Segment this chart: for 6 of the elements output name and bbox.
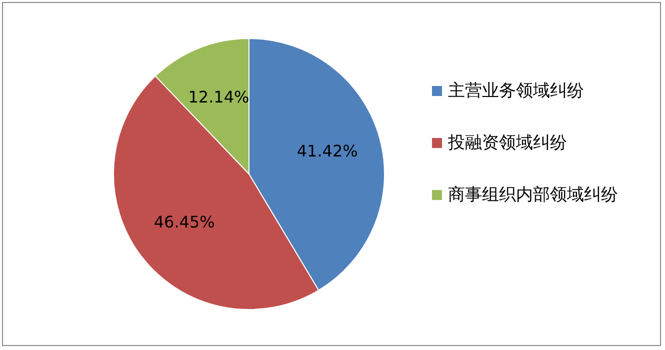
data-label: 41.42% — [296, 141, 358, 160]
legend-label: 投融资领域纠纷 — [448, 132, 567, 155]
legend-label: 商事组织内部领域纠纷 — [448, 184, 618, 207]
data-label: 46.45% — [154, 212, 215, 232]
legend-label: 主营业务领域纠纷 — [448, 80, 584, 103]
data-label: 12.14% — [188, 88, 250, 107]
